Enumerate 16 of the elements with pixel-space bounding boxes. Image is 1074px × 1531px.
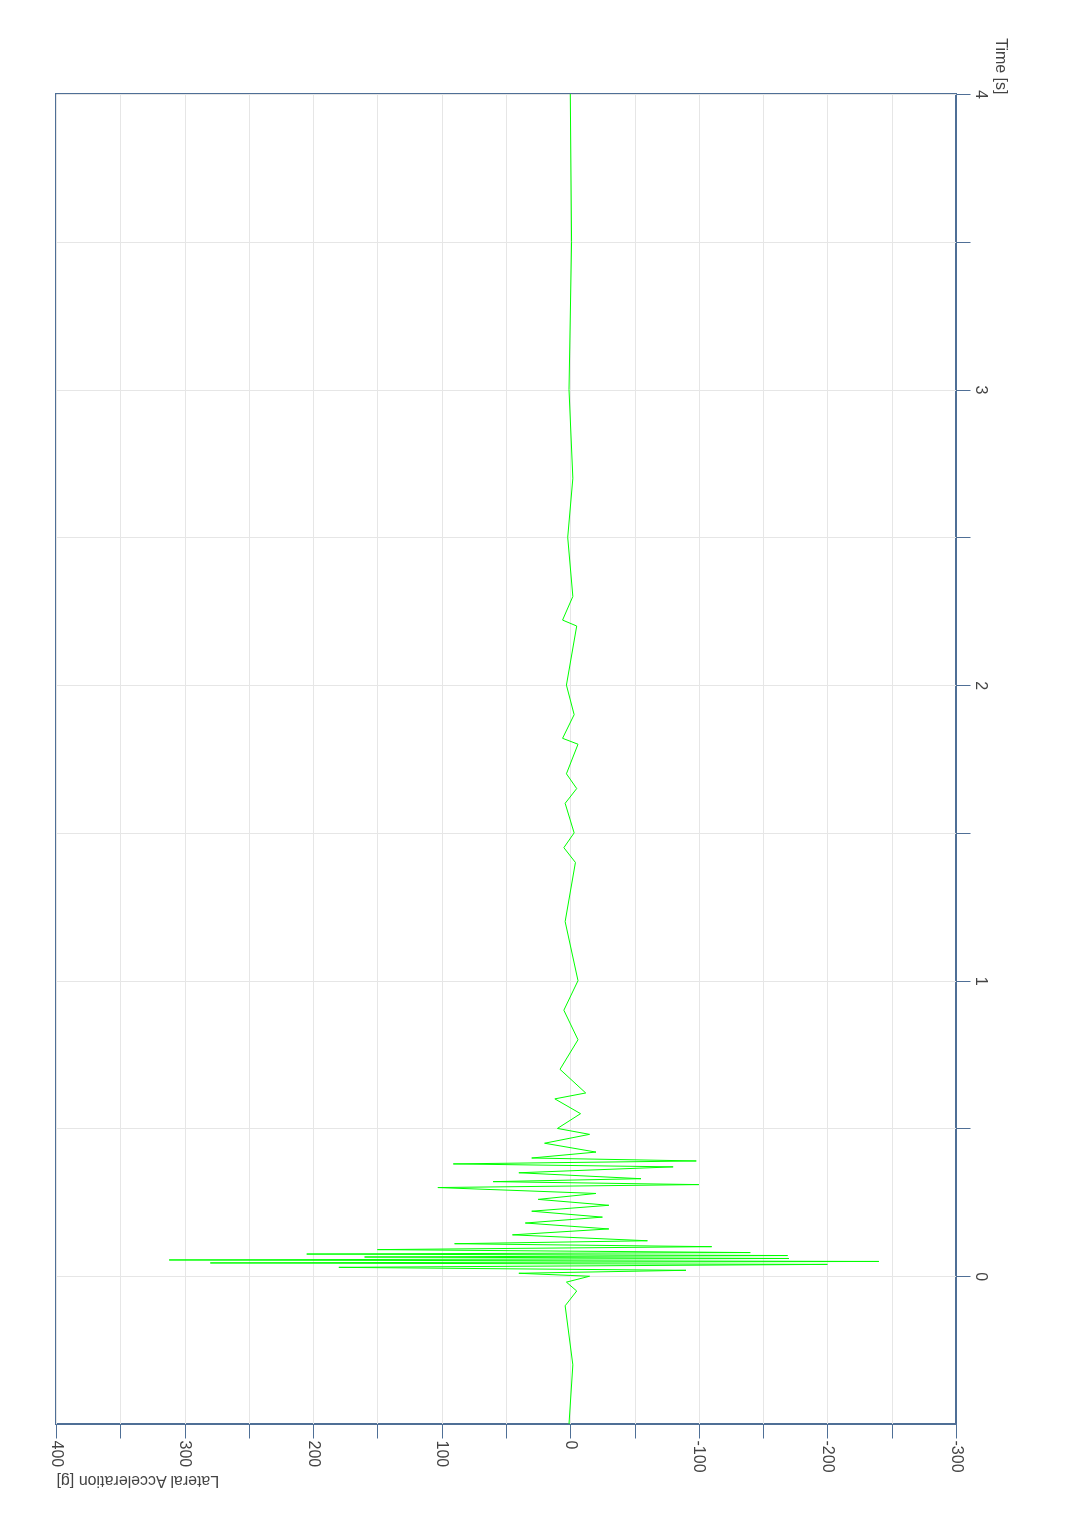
x-tick-label: -100 xyxy=(691,1440,709,1473)
line-series xyxy=(168,93,880,1425)
x-tick-label: 200 xyxy=(305,1440,323,1468)
y-tick-label: 0 xyxy=(972,1272,990,1282)
y-tick-label: 3 xyxy=(972,385,990,395)
x-tick-label: -200 xyxy=(819,1440,837,1473)
x-tick-label: 400 xyxy=(48,1440,66,1468)
y-tick-label: 4 xyxy=(972,90,990,100)
x-tick-label: -300 xyxy=(948,1440,966,1473)
x-tick-label: 100 xyxy=(434,1440,452,1468)
x-tick-label: 0 xyxy=(562,1440,580,1450)
x-tick-label: 300 xyxy=(177,1440,195,1468)
y-tick-label: 2 xyxy=(972,681,990,691)
y-tick-label: 1 xyxy=(972,976,990,986)
y-axis-title: Time [s] xyxy=(992,38,1010,95)
x-axis-title: Lateral Acceleration [g] xyxy=(56,1472,220,1490)
